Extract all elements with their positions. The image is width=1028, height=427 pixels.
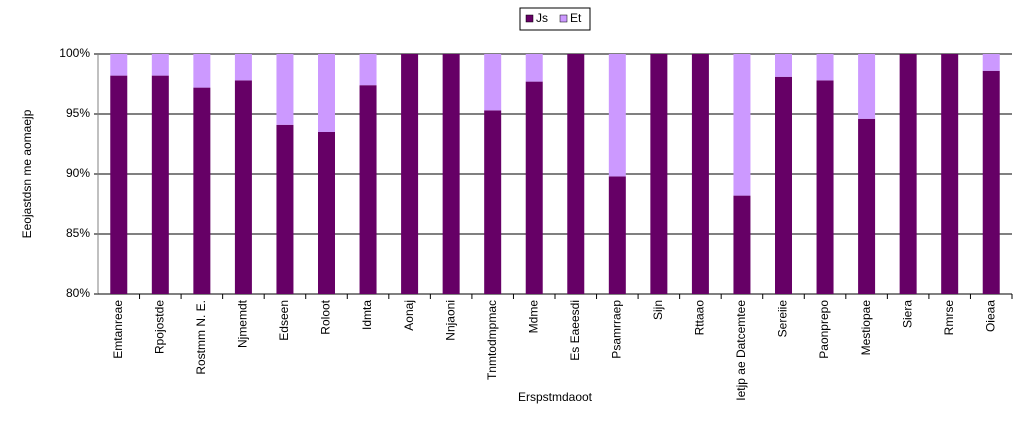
bar-segment (193, 87, 211, 294)
x-tick-label: Emtanreae (111, 300, 125, 359)
bar-segment (484, 110, 502, 295)
bar-segment (733, 195, 751, 294)
bar-segment (816, 80, 834, 295)
x-tick-label: Sijn (651, 300, 665, 320)
bar-segment (193, 54, 211, 88)
y-tick-label: 80% (66, 286, 90, 300)
bar-segment (359, 85, 377, 294)
y-tick-label: 95% (66, 106, 90, 120)
bar-segment (608, 54, 626, 177)
bar-segment (234, 80, 252, 295)
x-tick-label: Ietjp ae Datcemtee (734, 300, 748, 401)
bar-segment (151, 75, 169, 294)
bar-segment (110, 54, 128, 76)
bar-segment (151, 54, 169, 76)
x-tick-label: Roloot (319, 299, 333, 334)
x-tick-label: Tnmtodmpmac (485, 300, 499, 380)
x-tick-label: Idmta (360, 300, 374, 330)
x-tick-label: Sereiie (776, 300, 790, 338)
x-tick-label: Rostmm N. E. (194, 300, 208, 375)
legend-swatch (525, 14, 534, 23)
x-tick-label: Rmrse (942, 300, 956, 336)
x-tick-label: Aonaj (402, 300, 416, 331)
x-tick-label: Psamrraep (609, 300, 623, 359)
legend-label: Et (570, 11, 582, 25)
bar-segment (650, 54, 668, 294)
legend-swatch (559, 14, 568, 23)
bar-segment (318, 54, 335, 132)
y-tick-label: 100% (59, 46, 90, 60)
bar-segment (858, 118, 876, 294)
x-tick-label: Rpojostde (152, 300, 166, 354)
x-tick-label: Es Eaeesdi (568, 300, 582, 361)
x-axis-title: Erspstmdaoot (518, 390, 593, 404)
x-tick-label: Paonprepo (817, 300, 831, 359)
bar-segment (775, 76, 792, 294)
bar-segment (525, 81, 543, 294)
bar-segment (567, 54, 585, 294)
bar-segment (359, 54, 377, 86)
x-tick-label: Nnjaoni (443, 300, 457, 341)
bar-segment (276, 54, 294, 125)
bar-segment (442, 54, 460, 294)
x-tick-label: Mdme (526, 300, 540, 334)
bar-segment (484, 54, 502, 111)
legend-box (519, 7, 591, 31)
bar-segment (982, 54, 1000, 71)
bar-segment (733, 54, 751, 196)
y-tick-label: 90% (66, 166, 90, 180)
bar-segment (982, 70, 1000, 294)
bar-segment (858, 54, 876, 119)
bar-segment (110, 75, 128, 294)
x-tick-label: Rttaao (693, 300, 707, 336)
bar-segment (899, 54, 917, 294)
bar-segment (401, 54, 419, 294)
bar-segment (816, 54, 834, 81)
bar-segment (276, 124, 294, 294)
bar-segment (941, 54, 959, 294)
bar-segment (775, 54, 792, 77)
x-tick-label: Njmemdt (236, 299, 250, 348)
x-tick-label: Mestiopae (859, 300, 873, 356)
y-tick-label: 85% (66, 226, 90, 240)
legend-label: Js (536, 11, 548, 25)
y-axis-title: Eeojastdsn me aomaejp (20, 109, 34, 238)
bar-segment (234, 54, 252, 81)
bar-segment (525, 54, 543, 82)
bar-segment (691, 54, 709, 294)
x-tick-label: Oieaa (983, 300, 997, 332)
bar-segment (608, 176, 626, 294)
x-tick-label: Edseen (277, 300, 291, 341)
bar-segment (318, 132, 335, 294)
x-tick-label: Siera (900, 300, 914, 328)
